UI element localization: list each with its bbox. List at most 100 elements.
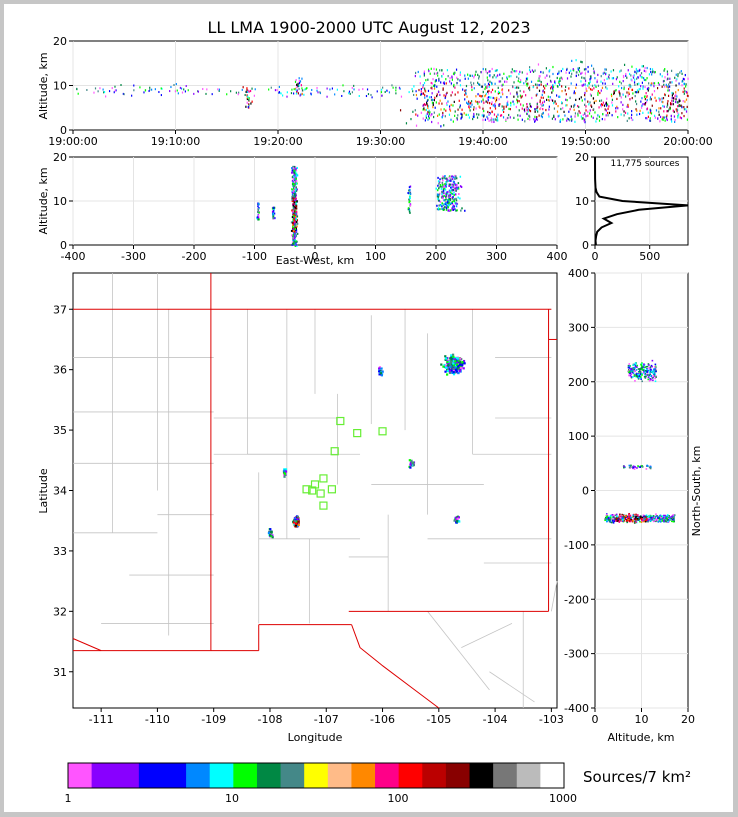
lma-source bbox=[294, 239, 297, 242]
lma-source bbox=[634, 375, 637, 378]
lma-source bbox=[517, 95, 519, 98]
lma-source bbox=[458, 363, 462, 366]
lma-source bbox=[652, 376, 655, 379]
lma-source bbox=[271, 536, 274, 539]
lma-source bbox=[632, 514, 635, 516]
lma-source bbox=[445, 198, 447, 201]
lma-source bbox=[622, 514, 625, 516]
lma-source bbox=[445, 191, 448, 194]
lma-source bbox=[639, 466, 641, 468]
lma-source bbox=[449, 365, 452, 369]
lma-source bbox=[434, 84, 436, 87]
lma-source bbox=[631, 370, 634, 373]
lma-source bbox=[487, 90, 489, 93]
lma-source bbox=[478, 100, 480, 104]
lma-source bbox=[669, 107, 671, 111]
lma-source bbox=[659, 99, 661, 102]
lma-source bbox=[451, 203, 454, 206]
lma-source bbox=[605, 109, 607, 112]
lma-source bbox=[629, 85, 631, 89]
lma-source bbox=[293, 178, 296, 181]
lma-source bbox=[559, 79, 561, 82]
lma-source bbox=[502, 93, 504, 96]
lma-source bbox=[456, 118, 458, 121]
lma-source bbox=[474, 100, 477, 103]
lma-source bbox=[422, 84, 424, 87]
lma-source bbox=[641, 104, 643, 107]
lma-source bbox=[540, 115, 542, 118]
lma-source bbox=[648, 364, 650, 366]
lma-source bbox=[449, 371, 452, 374]
lma-source bbox=[575, 86, 577, 89]
lma-source bbox=[445, 78, 447, 81]
lma-source bbox=[653, 71, 655, 74]
lma-source bbox=[458, 99, 460, 102]
lma-source bbox=[488, 89, 490, 93]
lma-source bbox=[446, 201, 449, 204]
lma-source bbox=[511, 71, 513, 74]
lma-source bbox=[433, 72, 436, 75]
plan-view-xtick-label: -109 bbox=[201, 713, 226, 726]
lma-source bbox=[604, 71, 606, 74]
lma-source bbox=[484, 87, 486, 91]
ns-height-ytick-label: -100 bbox=[564, 539, 589, 552]
lma-source bbox=[457, 114, 459, 117]
lma-source bbox=[461, 113, 463, 116]
lma-source bbox=[482, 98, 484, 101]
lma-source bbox=[665, 515, 667, 518]
lma-source bbox=[454, 93, 456, 96]
lma-source bbox=[476, 100, 478, 104]
lma-source bbox=[455, 68, 458, 71]
lma-source bbox=[667, 94, 670, 97]
lma-source bbox=[293, 198, 296, 201]
lma-source bbox=[408, 189, 410, 192]
lma-source bbox=[672, 517, 675, 520]
lma-source bbox=[556, 110, 559, 113]
lma-source bbox=[631, 88, 634, 91]
lma-source bbox=[496, 119, 498, 122]
lma-source bbox=[627, 94, 629, 97]
lma-source bbox=[622, 108, 624, 111]
lma-source bbox=[672, 103, 674, 106]
lma-source bbox=[645, 365, 648, 368]
lma-source bbox=[479, 94, 481, 97]
lma-source bbox=[442, 365, 445, 368]
lma-source bbox=[529, 102, 531, 106]
lma-source bbox=[558, 95, 560, 98]
lma-source bbox=[438, 102, 440, 105]
lma-source bbox=[622, 520, 625, 523]
lma-source bbox=[434, 96, 436, 99]
lma-source bbox=[626, 518, 628, 521]
lma-source bbox=[597, 92, 599, 95]
lma-source bbox=[506, 77, 508, 81]
lma-source bbox=[604, 517, 607, 519]
lma-source bbox=[529, 115, 531, 118]
time-height-ytick-label: 20 bbox=[53, 35, 67, 48]
lma-source bbox=[443, 365, 447, 369]
lma-source bbox=[492, 118, 494, 121]
lma-source bbox=[248, 90, 250, 93]
lma-source bbox=[628, 517, 631, 519]
lma-source bbox=[497, 92, 499, 95]
lma-source bbox=[273, 212, 276, 215]
lma-source bbox=[629, 372, 631, 375]
lma-source bbox=[604, 519, 606, 522]
lma-source bbox=[211, 93, 213, 96]
colorbar-swatch bbox=[280, 763, 305, 788]
lma-source bbox=[619, 92, 621, 95]
lma-source bbox=[291, 176, 294, 179]
lma-source bbox=[635, 521, 637, 523]
lma-source bbox=[669, 77, 671, 80]
lma-source bbox=[467, 77, 469, 80]
lma-source bbox=[455, 209, 457, 212]
lma-source bbox=[433, 67, 435, 71]
lma-source bbox=[640, 378, 642, 380]
lma-source bbox=[635, 369, 638, 371]
lma-source bbox=[494, 97, 496, 100]
time-height-xtick-label: 19:50:00 bbox=[561, 135, 610, 148]
lma-source bbox=[434, 86, 436, 89]
lma-source bbox=[653, 368, 655, 370]
lma-source bbox=[631, 96, 633, 100]
lma-source bbox=[591, 105, 593, 108]
lma-source bbox=[548, 105, 550, 108]
